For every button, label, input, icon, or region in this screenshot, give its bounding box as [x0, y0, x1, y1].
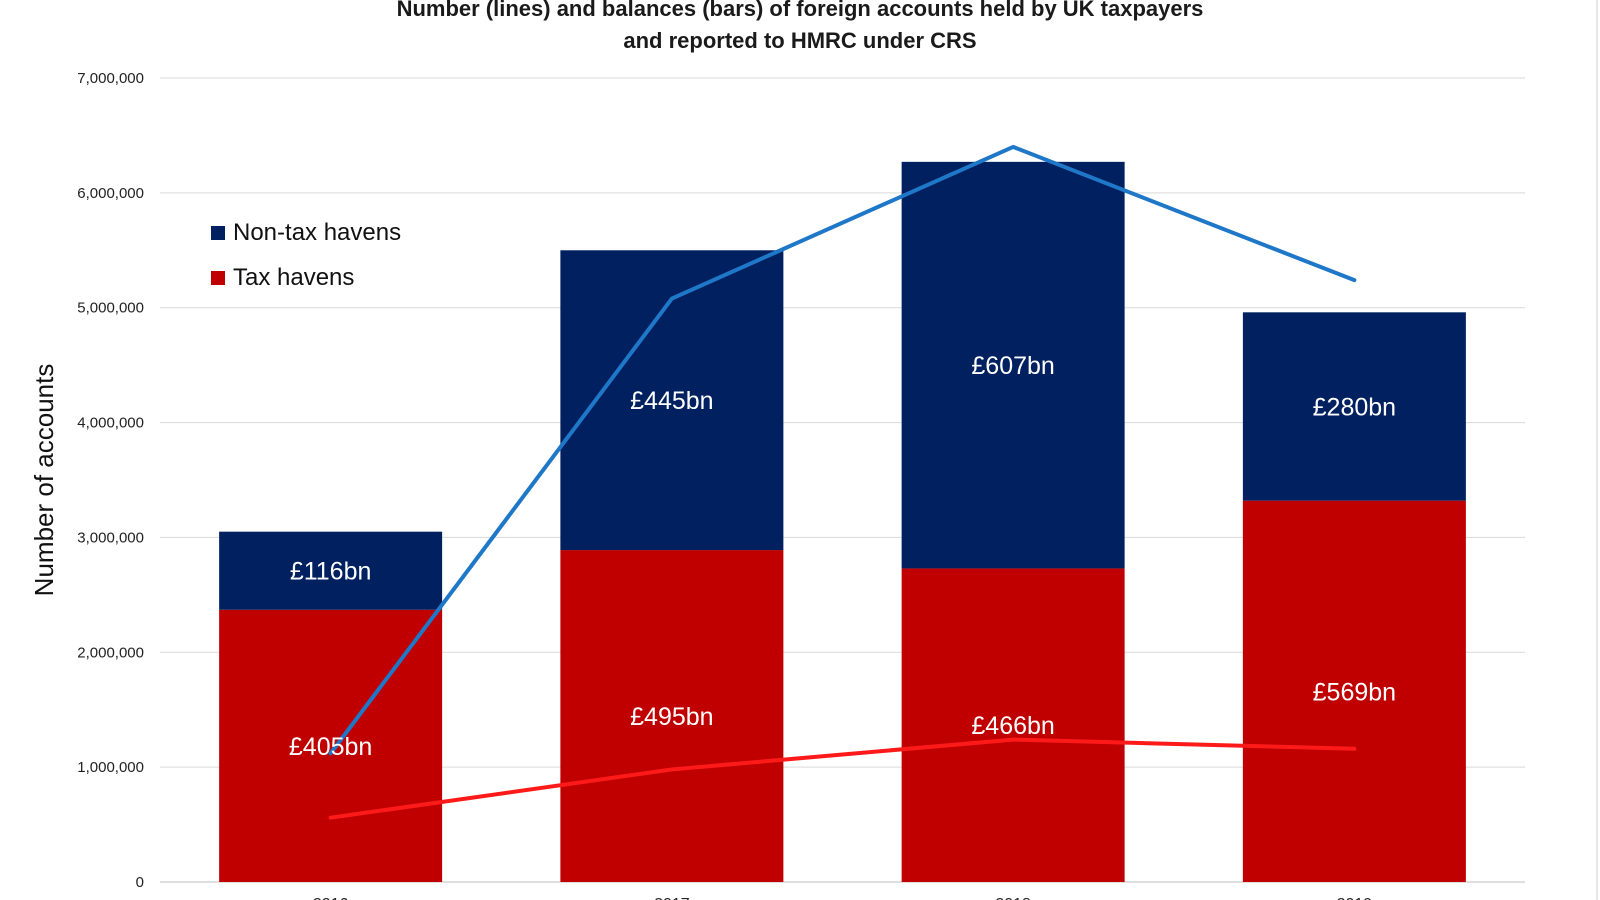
y-tick-label: 0: [136, 874, 144, 891]
bar-non-tax-havens-2018: [901, 161, 1125, 569]
x-tick-label: 2017: [654, 896, 690, 900]
bar-tax-havens-2019: [1242, 500, 1466, 882]
chart-title-line-1: Number (lines) and balances (bars) of fo…: [397, 0, 1204, 21]
y-tick-label: 6,000,000: [77, 185, 144, 202]
bar-tax-havens-2018: [901, 568, 1125, 882]
chart-title-line-2: and reported to HMRC under CRS: [623, 28, 976, 53]
y-tick-label: 5,000,000: [77, 300, 144, 317]
legend-swatch-non-tax-havens: [211, 226, 225, 240]
x-tick-label: 2019: [1337, 896, 1373, 900]
bar-data-label: £116bn: [290, 558, 372, 586]
bar-data-label: £569bn: [1313, 678, 1396, 706]
bar-non-tax-havens-2019: [1242, 312, 1466, 501]
line-tax-havens: [328, 737, 1357, 820]
bar-non-tax-havens-2016: [219, 531, 443, 610]
bar-data-label: £466bn: [971, 712, 1054, 740]
legend-label-tax-havens: Tax havens: [233, 264, 354, 291]
y-tick-label: 1,000,000: [77, 759, 144, 776]
y-axis-label: Number of accounts: [29, 364, 59, 597]
x-tick-label: 2016: [313, 896, 349, 900]
legend-label-non-tax-havens: Non-tax havens: [233, 219, 401, 246]
x-axis-ticks: 2016 2017 2018 2019: [313, 896, 1372, 900]
bar-data-label: £495bn: [630, 703, 713, 731]
legend: Non-tax havens Tax havens: [211, 219, 401, 291]
bar-data-label: £445bn: [630, 387, 713, 415]
bar-data-label: £405bn: [289, 733, 372, 761]
lines: [328, 144, 1357, 820]
line-non-tax-havens: [328, 144, 1357, 756]
y-tick-label: 7,000,000: [77, 70, 144, 87]
bar-data-label: £607bn: [971, 352, 1054, 380]
bar-data-label: £280bn: [1313, 393, 1396, 421]
y-tick-label: 4,000,000: [77, 415, 144, 432]
legend-swatch-tax-havens: [211, 271, 225, 285]
y-axis-ticks: 0 1,000,000 2,000,000 3,000,000 4,000,000 5,0…: [77, 70, 144, 891]
y-tick-label: 2,000,000: [77, 644, 144, 661]
bar-labels: £405bn £116bn £495bn £445bn £466bn £607bn £569…: [289, 352, 1396, 761]
bar-tax-havens-2017: [560, 550, 784, 882]
x-tick-label: 2018: [995, 896, 1031, 900]
y-tick-label: 3,000,000: [77, 529, 144, 546]
